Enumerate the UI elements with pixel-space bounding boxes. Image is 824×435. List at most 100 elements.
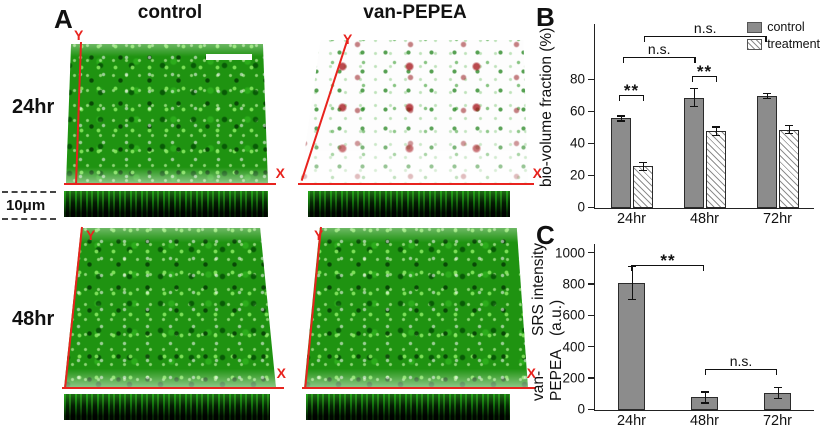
bar-group-72hr: 72hr xyxy=(741,24,814,227)
x-tick-label: 72hr xyxy=(762,211,793,227)
y-axis-tick: 20 xyxy=(570,168,595,183)
biofilm-render xyxy=(66,44,268,184)
plot-area: 24hr 48hr 72hr ** ** n.s. n.s. 0 20 40 60 80 xyxy=(570,21,814,227)
panel-label-b: B xyxy=(536,2,555,32)
legend-swatch-treatment xyxy=(747,38,763,50)
biofilm-render xyxy=(300,40,528,184)
bar-treatment-48hr xyxy=(705,131,726,208)
y-axis-title: bio-volume fraction (%) xyxy=(538,27,555,187)
legend-label-control: control xyxy=(767,20,805,34)
significance-label: ** xyxy=(660,250,676,270)
y-axis-tick: 0 xyxy=(577,402,595,417)
significance-bracket: n.s. xyxy=(704,354,778,376)
biofilm-render xyxy=(64,228,276,388)
legend-swatch-control xyxy=(747,21,763,33)
micrograph-24hr-van-pepea: Y X xyxy=(298,32,542,185)
bar-groups: 24hr 48hr 72hr ** n.s. xyxy=(595,244,814,429)
y-axis-tick: 200 xyxy=(562,370,595,385)
row-label-24hr: 24hr xyxy=(12,96,55,118)
y-axis-tick: 60 xyxy=(570,104,595,119)
axis-x-label: X xyxy=(526,365,536,381)
legend-item-control: control xyxy=(747,20,820,34)
x-tick-label: 48hr xyxy=(689,211,720,227)
plot-area: 24hr 48hr 72hr ** n.s. 0 200 400 600 800 1000 xyxy=(555,244,814,429)
row-label-48hr: 48hr xyxy=(12,308,55,330)
depth-dash-top xyxy=(2,191,56,193)
panel-label-a: A xyxy=(54,4,73,34)
axis-x-line xyxy=(62,387,284,389)
significance-bracket: n.s. xyxy=(622,42,696,63)
biofilm-render xyxy=(304,228,528,388)
error-bar xyxy=(784,124,793,135)
error-bar xyxy=(627,265,636,301)
bar-treatment-72hr xyxy=(778,129,799,208)
error-bar xyxy=(638,161,647,172)
significance-bracket: n.s. xyxy=(643,21,767,42)
bar-control-24hr xyxy=(610,118,631,208)
bar-group-72hr: 72hr xyxy=(741,244,814,429)
significance-label: n.s. xyxy=(647,40,671,57)
cross-section-24hr-control xyxy=(64,191,268,217)
chart-srs-intensity: C van-PEPEA SRS intensity (a.u.) 24hr 48h… xyxy=(530,222,824,435)
error-bar xyxy=(616,115,625,123)
axis-x-label: X xyxy=(532,165,542,181)
axis-x-label: X xyxy=(275,165,285,181)
y-axis-tick: 1000 xyxy=(555,245,595,260)
y-axis-tick: 40 xyxy=(570,136,595,151)
bar-group-48hr: 48hr xyxy=(668,24,741,227)
significance-bracket: ** xyxy=(619,82,644,101)
axis-y-label: Y xyxy=(86,227,96,243)
y-axis-tick: 400 xyxy=(562,339,595,354)
col-header-van-pepea: van-PEPEA xyxy=(363,2,467,23)
bar-groups: 24hr 48hr 72hr ** ** n.s. n.s. xyxy=(595,21,814,227)
depth-dash-bottom xyxy=(2,218,56,220)
x-tick-label: 72hr xyxy=(762,413,793,429)
y-axis-tick: 80 xyxy=(570,72,595,87)
error-bar xyxy=(762,92,771,100)
x-tick-label: 24hr xyxy=(616,211,647,227)
error-bar xyxy=(711,126,720,136)
axis-x-line xyxy=(298,183,534,185)
bar-control-72hr xyxy=(756,96,777,208)
significance-bracket: ** xyxy=(631,252,705,271)
bar-control-48hr xyxy=(683,97,704,208)
x-tick-label: 48hr xyxy=(689,413,720,429)
significance-label: ** xyxy=(623,81,640,100)
error-bar xyxy=(773,386,782,400)
axis-y-label: Y xyxy=(343,31,353,47)
micrograph-48hr-van-pepea: Y X xyxy=(302,226,536,389)
bar-van-PEPEA-24hr xyxy=(618,283,645,410)
significance-label: ** xyxy=(696,61,713,81)
chart-bio-volume: B bio-volume fraction (%) 24hr 48hr 72hr **… xyxy=(530,0,824,227)
bar-treatment-24hr xyxy=(632,166,653,208)
axis-x-line xyxy=(64,183,276,185)
significance-label: n.s. xyxy=(729,353,753,370)
y-axis-tick: 0 xyxy=(577,200,595,215)
legend: control treatment xyxy=(747,20,820,51)
x-tick-label: 24hr xyxy=(616,413,647,429)
micrograph-48hr-control: Y X xyxy=(62,226,286,389)
bar-group-24hr: 24hr xyxy=(595,24,668,227)
legend-item-treatment: treatment xyxy=(747,37,820,51)
axis-y-label: Y xyxy=(74,27,84,43)
y-axis-tick: 800 xyxy=(562,276,595,291)
significance-bracket: ** xyxy=(692,63,717,82)
col-header-control: control xyxy=(137,2,203,23)
error-bar xyxy=(689,88,698,108)
legend-label-treatment: treatment xyxy=(767,37,820,51)
cross-section-48hr-van-pepea xyxy=(306,394,510,420)
bar-group-24hr: 24hr xyxy=(595,244,668,429)
micrograph-24hr-control: Y X xyxy=(64,28,285,185)
panel-label-c: C xyxy=(536,220,555,250)
significance-label: n.s. xyxy=(693,19,717,36)
axis-x-line xyxy=(302,387,536,389)
scale-bar xyxy=(206,54,252,60)
axis-y-label: Y xyxy=(314,227,324,243)
cross-section-48hr-control xyxy=(64,394,270,420)
error-bar xyxy=(700,391,709,404)
cross-section-24hr-van-pepea xyxy=(308,191,510,217)
y-axis-tick: 600 xyxy=(562,308,595,323)
bar-group-48hr: 48hr xyxy=(668,244,741,429)
depth-scale-label: 10μm xyxy=(6,197,46,214)
